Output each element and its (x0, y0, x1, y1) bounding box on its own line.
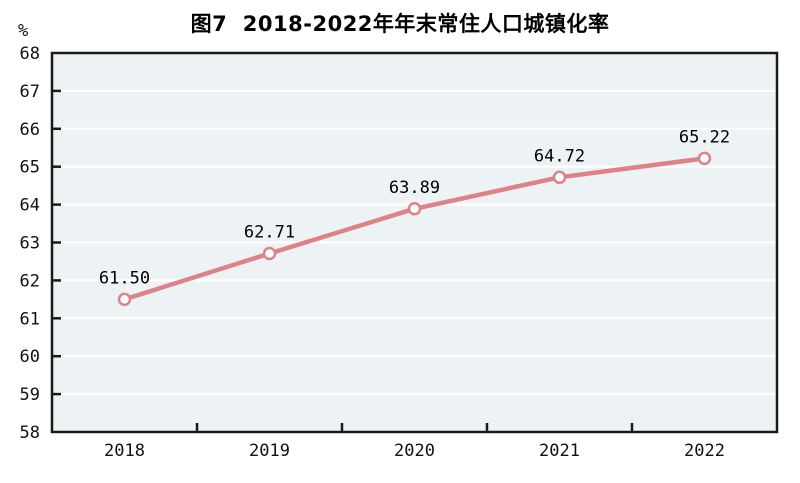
y-tick-label: 67 (20, 82, 40, 102)
x-tick-label: 2018 (104, 441, 145, 461)
data-point (262, 246, 277, 261)
data-point (117, 292, 132, 307)
data-label: 63.89 (389, 178, 440, 198)
y-tick-label: 60 (20, 347, 40, 367)
chart-title: 图7 2018-2022年年末常住人口城镇化率 (190, 12, 610, 36)
y-tick-label: 62 (20, 271, 40, 291)
y-tick-label: 65 (20, 158, 40, 178)
data-point (697, 151, 712, 166)
x-tick-label: 2021 (539, 441, 580, 461)
x-tick-label: 2022 (684, 441, 725, 461)
data-label: 64.72 (534, 146, 585, 166)
y-tick-label: 66 (20, 120, 40, 140)
y-axis-unit-label: % (18, 21, 29, 41)
y-tick-label: 63 (20, 234, 40, 254)
data-point (407, 202, 422, 216)
y-tick-label: 58 (20, 423, 40, 443)
y-tick-label: 68 (20, 44, 40, 64)
y-tick-label: 59 (20, 385, 40, 405)
data-point (552, 170, 567, 185)
y-tick-label: 64 (20, 196, 40, 216)
data-label: 62.71 (244, 222, 295, 242)
x-tick-label: 2019 (249, 441, 290, 461)
data-label: 65.22 (679, 127, 730, 147)
y-tick-label: 61 (20, 309, 40, 329)
x-tick-label: 2020 (394, 441, 435, 461)
data-label: 61.50 (99, 268, 150, 288)
